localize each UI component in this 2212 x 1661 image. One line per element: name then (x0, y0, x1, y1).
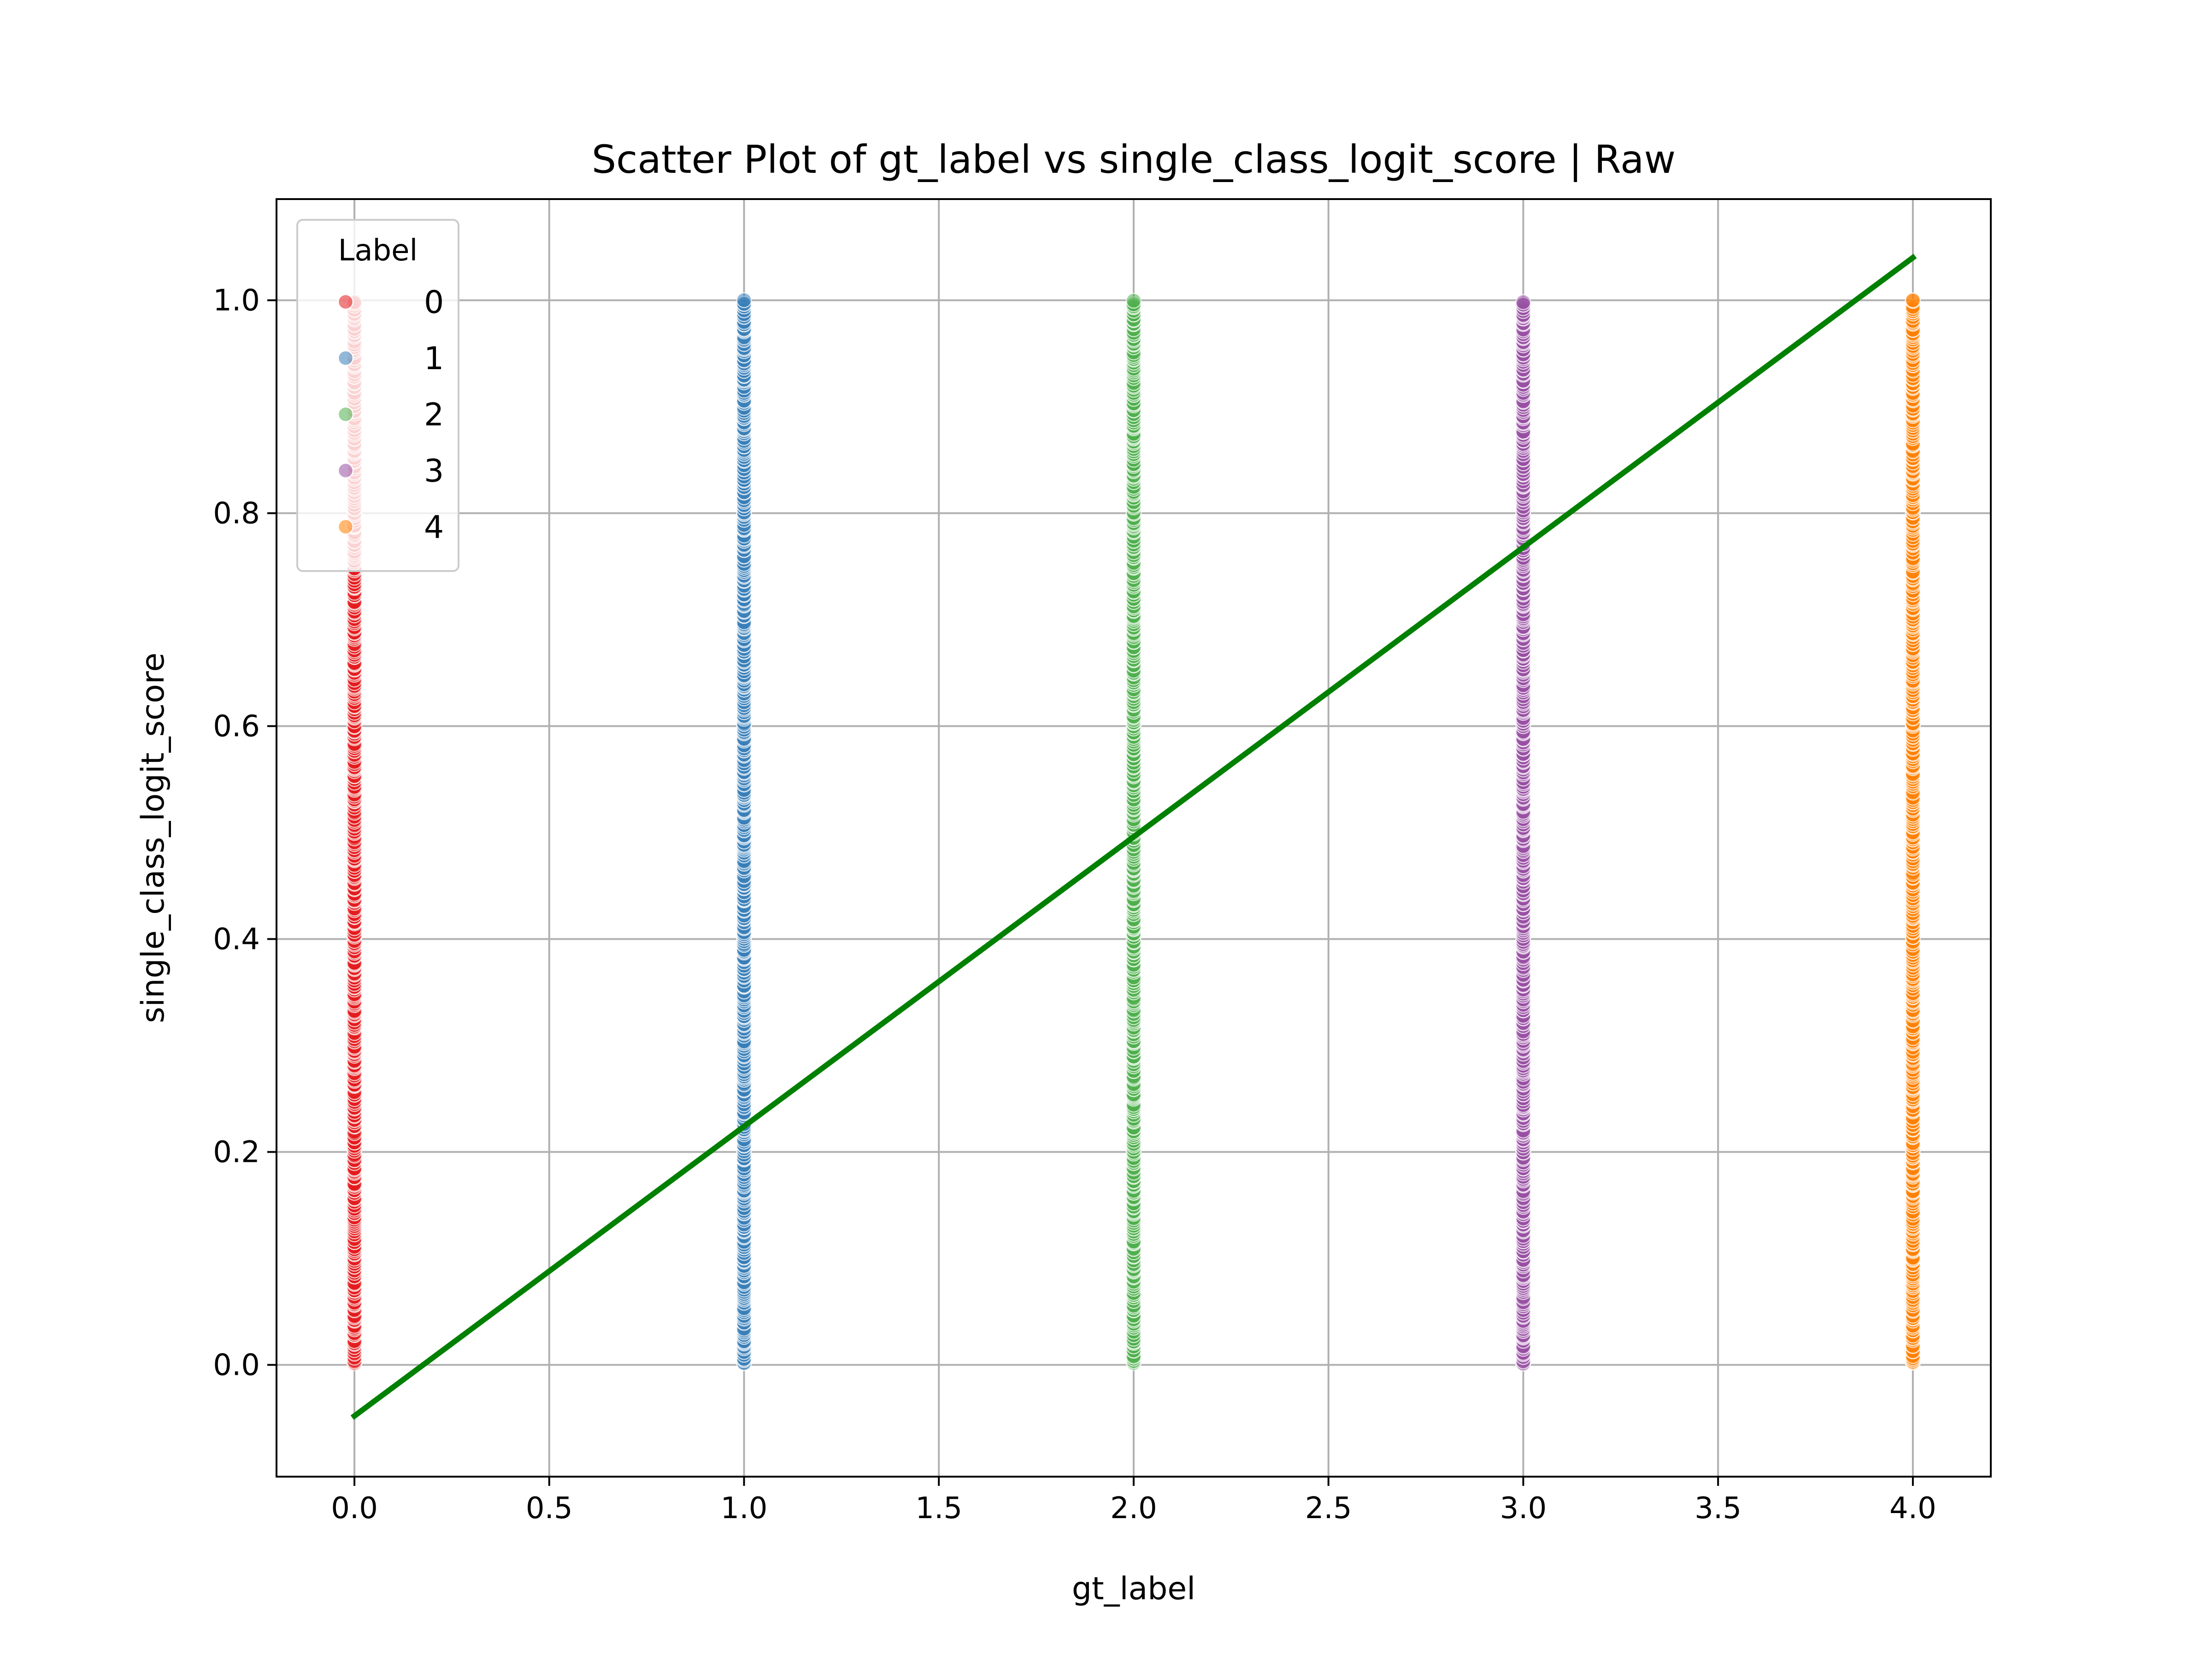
regression-line (350, 253, 1917, 1420)
x-tick-label: 4.0 (1889, 1491, 1936, 1526)
series-4-points (1905, 292, 1921, 1371)
legend-marker (337, 406, 354, 423)
y-tick-label: 1.0 (213, 283, 260, 318)
x-tick-label: 0.0 (331, 1491, 378, 1526)
points-layer (346, 292, 1921, 1372)
legend-marker (337, 294, 354, 310)
scatter-point (1125, 293, 1142, 309)
legend-marker (337, 518, 354, 535)
x-tick-label: 2.0 (1110, 1491, 1157, 1526)
legend-entry-4: 4 (337, 509, 444, 546)
y-tick-label: 0.8 (213, 496, 260, 530)
y-tick-label: 0.0 (213, 1348, 260, 1382)
legend-entry-0: 0 (337, 284, 444, 321)
legend-frame (296, 219, 459, 572)
regression-line-layer (350, 253, 1917, 1420)
y-tick-label: 0.4 (213, 922, 260, 956)
chart-title: Scatter Plot of gt_label vs single_class… (592, 137, 1676, 182)
legend-label: 2 (424, 397, 444, 433)
x-axis-label: gt_label (1072, 1571, 1195, 1607)
legend-marker (337, 462, 354, 479)
legend: Label 0 1 2 3 4 (296, 219, 459, 572)
legend-marker (337, 350, 354, 366)
x-tick-label: 1.0 (721, 1491, 768, 1526)
series-1-points (736, 292, 752, 1371)
y-axis-label: single_class_logit_score (135, 653, 171, 1023)
legend-label: 0 (424, 284, 444, 321)
ticks-layer: 0.0 0.5 1.0 1.5 2.0 2.5 3.0 3.5 4.0 0.0 0.2 0.4 0.6 0… (213, 283, 1936, 1526)
x-tick-label: 2.5 (1305, 1491, 1352, 1526)
legend-entry-1: 1 (337, 341, 444, 377)
series-2-points (1125, 293, 1142, 1371)
scatter-point (1905, 292, 1921, 308)
legend-entry-2: 2 (337, 397, 444, 433)
x-tick-label: 3.5 (1694, 1491, 1741, 1526)
legend-label: 1 (424, 341, 444, 377)
legend-label: 4 (424, 509, 444, 546)
legend-entries: 0 1 2 3 4 (337, 284, 444, 546)
scatter-point (1515, 294, 1531, 311)
x-tick-label: 1.5 (915, 1491, 962, 1526)
legend-entry-3: 3 (337, 453, 444, 489)
y-tick-label: 0.6 (213, 709, 260, 743)
y-tick-label: 0.2 (213, 1135, 260, 1169)
legend-title: Label (338, 234, 418, 268)
legend-label: 3 (424, 453, 444, 489)
scatter-point (736, 292, 752, 308)
x-tick-label: 3.0 (1500, 1491, 1547, 1526)
series-3-points (1515, 294, 1531, 1372)
x-tick-label: 0.5 (526, 1491, 573, 1526)
